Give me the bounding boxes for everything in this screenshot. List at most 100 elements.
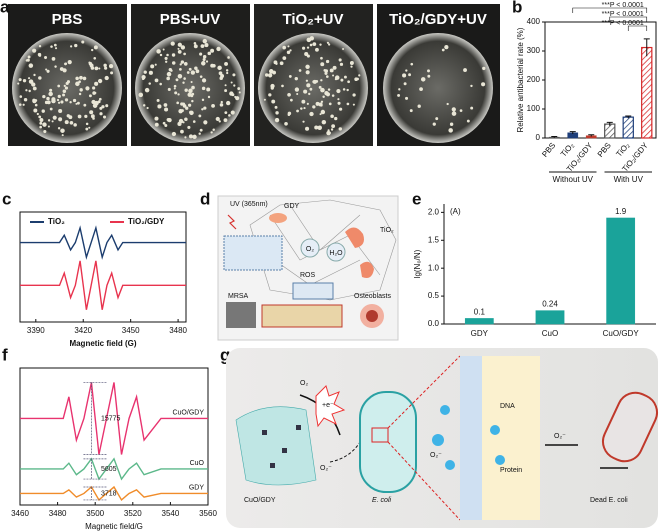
cell	[360, 261, 374, 278]
colony	[322, 95, 325, 99]
colony	[328, 102, 332, 106]
colony	[82, 76, 87, 81]
colony	[148, 82, 151, 85]
colony	[274, 117, 280, 123]
colony	[267, 73, 273, 78]
colony	[305, 70, 310, 75]
diagram-text: MRSA	[228, 293, 249, 300]
colony	[34, 103, 38, 107]
bar	[606, 217, 636, 325]
diagram-text: DNA	[500, 403, 515, 410]
colony	[90, 114, 95, 119]
colony	[228, 114, 231, 117]
colony	[39, 118, 44, 122]
x-tick-label: CuO	[542, 329, 558, 338]
photo-label: PBS	[52, 11, 83, 28]
colony	[210, 48, 215, 53]
x-tick-label: 3460	[11, 509, 29, 518]
colony	[347, 80, 350, 84]
colony	[192, 134, 197, 140]
photo-label: TiO₂/GDY+UV	[389, 11, 487, 28]
colony	[182, 121, 185, 124]
colony	[306, 83, 311, 88]
colony	[154, 63, 157, 66]
colony	[327, 88, 331, 91]
colony	[446, 102, 449, 106]
colony	[305, 126, 310, 131]
colony	[264, 73, 269, 77]
colony	[315, 79, 319, 83]
colony	[326, 41, 330, 44]
series-line	[20, 225, 186, 260]
colony	[66, 114, 70, 118]
x-tick-label: 3480	[169, 326, 187, 335]
colony	[156, 49, 161, 54]
colony	[296, 92, 299, 96]
x-tick-label: 3500	[86, 509, 104, 518]
colony	[334, 116, 338, 121]
o2-bubble	[300, 238, 320, 258]
x-tick-label: TiO₂	[559, 141, 576, 159]
colony	[296, 109, 299, 113]
colony	[482, 66, 486, 71]
colony	[171, 131, 177, 137]
colony	[31, 82, 36, 87]
colony	[226, 71, 229, 75]
colony	[188, 88, 193, 94]
amplitude-marker	[83, 382, 107, 455]
colony	[419, 87, 423, 91]
ros	[440, 405, 450, 415]
cuo-particle	[282, 448, 287, 453]
colony	[98, 67, 101, 70]
amplitude-label: 3718	[101, 490, 117, 497]
colony	[272, 70, 276, 75]
plate	[135, 33, 245, 143]
colony	[305, 79, 309, 82]
colony	[180, 129, 184, 134]
colony	[451, 111, 457, 116]
colony	[17, 82, 20, 85]
colony	[408, 73, 412, 77]
legend-label: TiO₂	[48, 217, 65, 226]
colony	[435, 117, 439, 121]
cytoplasm	[482, 356, 540, 520]
plot-frame	[19, 211, 187, 323]
colony	[33, 108, 38, 113]
cell	[269, 213, 287, 223]
amplitude-marker	[83, 458, 107, 480]
colony	[202, 54, 207, 59]
colony	[451, 107, 456, 112]
colony	[279, 61, 284, 66]
series-line	[20, 485, 208, 502]
colony	[39, 125, 42, 129]
colony	[320, 79, 323, 82]
colony	[193, 42, 197, 45]
colony	[99, 112, 103, 116]
colony	[206, 87, 211, 92]
colony	[320, 62, 325, 67]
colony	[79, 88, 83, 92]
colony	[178, 118, 184, 124]
colony	[427, 74, 431, 78]
colony	[320, 100, 324, 103]
colony	[93, 57, 97, 60]
diagram-text: UV (365nm)	[230, 201, 268, 208]
colony	[215, 116, 220, 122]
colony	[301, 99, 306, 104]
colony	[85, 86, 90, 91]
colony	[22, 78, 27, 83]
series-line	[20, 382, 208, 455]
colony	[342, 48, 345, 51]
colony	[303, 89, 308, 94]
amplitude-marker	[83, 486, 107, 501]
colony	[193, 44, 198, 49]
x-tick-label: GDY	[471, 329, 489, 338]
colony	[83, 103, 87, 107]
colony	[286, 50, 291, 55]
colony	[336, 88, 341, 94]
colony	[287, 92, 291, 97]
colony	[104, 75, 109, 81]
colony	[69, 120, 74, 125]
colony	[85, 127, 89, 131]
